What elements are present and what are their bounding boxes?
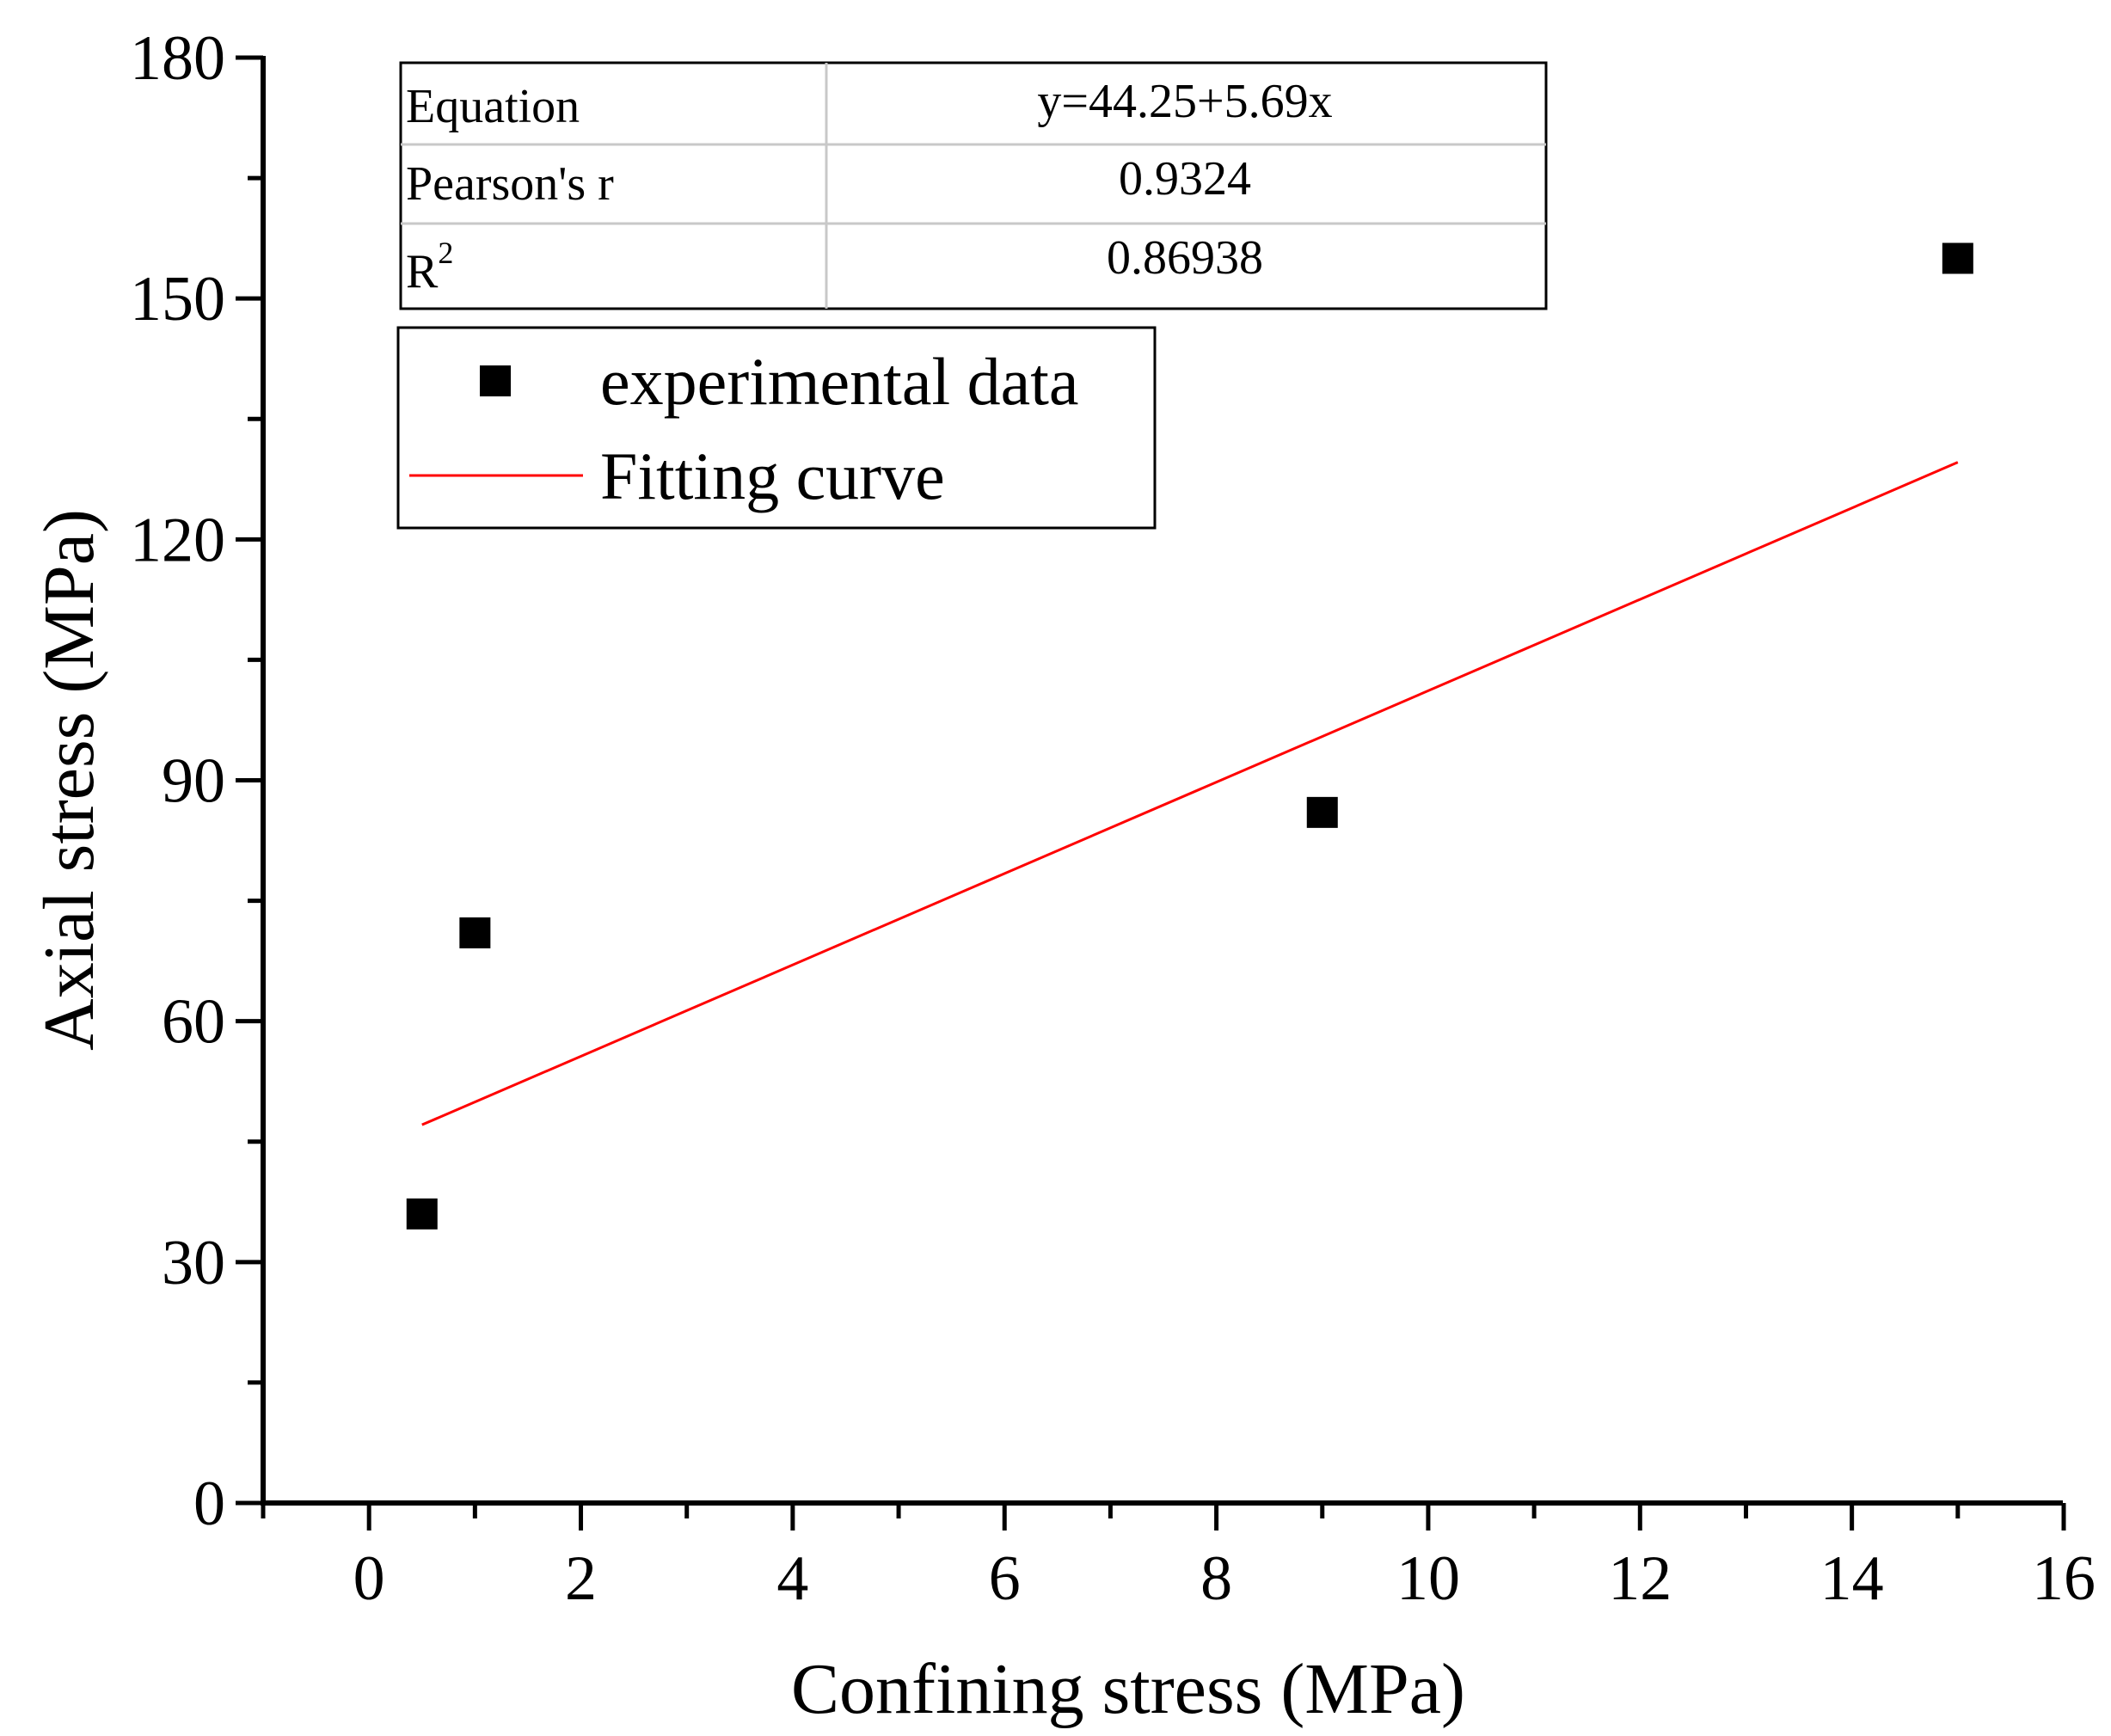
x-tick-label: 12 xyxy=(1608,1543,1672,1614)
data-point xyxy=(406,1198,438,1230)
legend-label-fitting-curve: Fitting curve xyxy=(600,439,945,513)
y-tick-label: 30 xyxy=(162,1228,225,1298)
y-tick-labels-group: 0 30 60 90 120 150 180 xyxy=(130,23,225,1539)
legend: experimental data Fitting curve xyxy=(396,326,1157,530)
fit-table: Equation y=44.25+5.69x Pearson's r 0.932… xyxy=(399,61,1548,310)
y-tick-label: 180 xyxy=(130,23,225,94)
data-point xyxy=(1942,242,1973,274)
x-ticks-group xyxy=(261,1503,2066,1531)
x-tick-label: 2 xyxy=(565,1543,597,1614)
fit-table-value-r-squared: 0.86938 xyxy=(1107,231,1263,285)
r-squared-superscript: 2 xyxy=(438,236,453,270)
y-tick-label: 60 xyxy=(162,987,225,1058)
fit-table-label-pearson: Pearson's r xyxy=(406,157,614,211)
legend-marker-square xyxy=(480,365,511,396)
x-tick-label: 6 xyxy=(989,1543,1021,1614)
fit-table-value-equation: y=44.25+5.69x xyxy=(1037,75,1332,128)
legend-border xyxy=(396,326,1157,530)
y-axis-label: Axial stress (MPa) xyxy=(29,509,109,1051)
x-tick-label: 10 xyxy=(1396,1543,1460,1614)
fit-table-border xyxy=(399,61,1548,310)
data-point xyxy=(1306,796,1338,828)
y-tick-label: 150 xyxy=(130,264,225,334)
data-points-group xyxy=(406,242,1973,1230)
fit-table-value-pearson: 0.9324 xyxy=(1119,152,1251,205)
x-tick-label: 8 xyxy=(1200,1543,1232,1614)
y-tick-label: 90 xyxy=(162,746,225,817)
y-tick-label: 0 xyxy=(193,1469,225,1539)
x-tick-labels-group: 0 2 4 6 8 10 12 14 16 xyxy=(353,1543,2096,1614)
x-tick-label: 16 xyxy=(2032,1543,2096,1614)
y-ticks-group xyxy=(236,55,263,1506)
y-tick-label: 120 xyxy=(130,505,225,575)
fit-line xyxy=(421,461,1959,1126)
x-tick-label: 4 xyxy=(776,1543,808,1614)
fit-table-label-r-squared: R2 xyxy=(406,236,453,298)
x-tick-label: 14 xyxy=(1820,1543,1884,1614)
fit-table-label-equation: Equation xyxy=(406,80,580,133)
legend-label-experimental-data: experimental data xyxy=(600,344,1079,419)
data-point xyxy=(459,917,491,948)
x-axis-label: Confining stress (MPa) xyxy=(791,1649,1465,1729)
x-tick-label: 0 xyxy=(353,1543,385,1614)
r-squared-base: R xyxy=(406,245,439,298)
